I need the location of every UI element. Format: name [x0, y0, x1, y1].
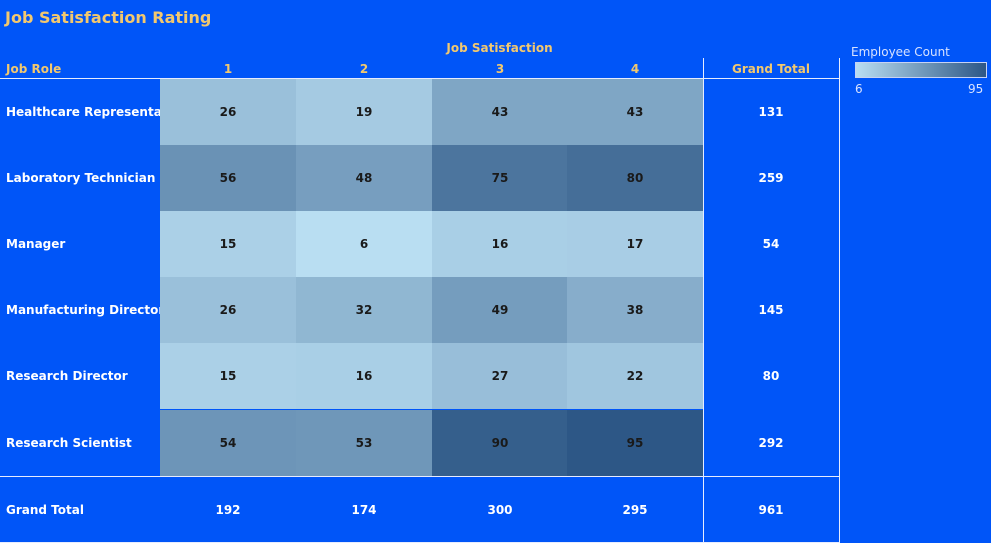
- color-legend-gradient: [855, 62, 987, 78]
- grand-total-header-divider: [703, 58, 704, 78]
- heatmap-cell[interactable]: 43: [432, 79, 568, 145]
- row-total-cell: 292: [758, 436, 784, 450]
- row-label-laboratory-technician: Laboratory Technician: [6, 171, 156, 185]
- column-header-1: 1: [223, 62, 233, 76]
- grand-total-cell: 961: [758, 503, 784, 517]
- column-group-header: Job Satisfaction: [446, 41, 553, 55]
- heatmap-cell[interactable]: 49: [432, 277, 568, 343]
- heatmap-cell[interactable]: 22: [567, 343, 703, 409]
- row-label-research-scientist: Research Scientist: [6, 436, 132, 450]
- grand-total-row-divider: [0, 476, 839, 477]
- column-total-cell: 174: [351, 503, 377, 517]
- header-divider: [0, 78, 839, 79]
- heatmap-cell[interactable]: 54: [160, 410, 296, 476]
- heatmap-cell[interactable]: 17: [567, 211, 703, 277]
- heatmap-cell[interactable]: 38: [567, 277, 703, 343]
- grand-total-column-header: Grand Total: [732, 62, 810, 76]
- heatmap-cell[interactable]: 15: [160, 211, 296, 277]
- row-label-manufacturing-director: Manufacturing Director: [6, 303, 165, 317]
- heatmap-cell[interactable]: 26: [160, 277, 296, 343]
- heatmap-cell[interactable]: 95: [567, 410, 703, 476]
- heatmap-cell[interactable]: 75: [432, 145, 568, 211]
- heatmap-cell[interactable]: 16: [296, 343, 432, 409]
- heatmap-cell[interactable]: 19: [296, 79, 432, 145]
- row-label-healthcare-representative: Healthcare Representative: [6, 105, 188, 119]
- column-total-cell: 300: [487, 503, 513, 517]
- column-header-2: 2: [359, 62, 369, 76]
- heatmap-cell[interactable]: 43: [567, 79, 703, 145]
- legend-min-label: 6: [855, 82, 863, 96]
- row-total-cell: 259: [758, 171, 784, 185]
- grand-total-row-label: Grand Total: [6, 503, 84, 517]
- column-total-cell: 295: [622, 503, 648, 517]
- row-total-cell: 54: [762, 237, 780, 251]
- column-total-cell: 192: [215, 503, 241, 517]
- legend-max-label: 95: [968, 82, 984, 96]
- row-label-research-director: Research Director: [6, 369, 128, 383]
- column-header-3: 3: [495, 62, 505, 76]
- heatmap-cell[interactable]: 16: [432, 211, 568, 277]
- heatmap-cell[interactable]: 80: [567, 145, 703, 211]
- table-right-border: [839, 58, 840, 543]
- row-header-label: Job Role: [6, 62, 62, 76]
- heatmap-cell[interactable]: 15: [160, 343, 296, 409]
- legend-title: Employee Count: [851, 45, 950, 59]
- heatmap-cell[interactable]: 48: [296, 145, 432, 211]
- heatmap-cell[interactable]: 27: [432, 343, 568, 409]
- grand-total-column-divider: [703, 79, 704, 543]
- heatmap-cell[interactable]: 26: [160, 79, 296, 145]
- dashboard-title: Job Satisfaction Rating: [5, 8, 212, 27]
- row-total-cell: 145: [758, 303, 784, 317]
- row-total-cell: 80: [762, 369, 780, 383]
- row-total-cell: 131: [758, 105, 784, 119]
- heatmap-cell[interactable]: 90: [432, 410, 568, 476]
- heatmap-cell[interactable]: 6: [296, 211, 432, 277]
- row-label-manager: Manager: [6, 237, 66, 251]
- heatmap-cell[interactable]: 56: [160, 145, 296, 211]
- heatmap-cell[interactable]: 53: [296, 410, 432, 476]
- heatmap-cell[interactable]: 32: [296, 277, 432, 343]
- column-header-4: 4: [630, 62, 640, 76]
